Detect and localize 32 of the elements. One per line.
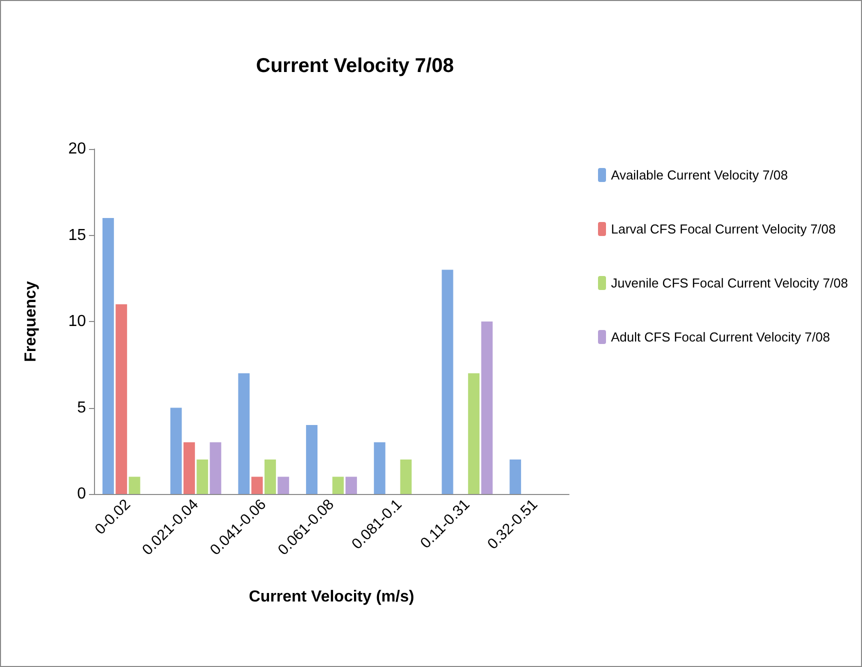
y-tick-label: 5 [77,399,86,416]
legend-label: Juvenile CFS Focal Current Velocity 7/08 [611,276,848,290]
bar [400,460,412,494]
bar [196,460,208,494]
bar [442,270,454,494]
bar [264,460,276,494]
y-tick-label: 10 [68,313,86,330]
bar [510,460,522,494]
bar [128,476,140,494]
bar [332,476,344,494]
y-tick-label: 20 [68,140,86,158]
bar [102,218,114,494]
bar [170,408,182,494]
bar [468,373,480,494]
legend-label: Available Current Velocity 7/08 [611,168,788,182]
bar [374,442,386,494]
bar [346,476,357,494]
bar [238,373,250,494]
legend-label: Adult CFS Focal Current Velocity 7/08 [611,330,830,344]
bar [306,425,318,494]
legend-label: Larval CFS Focal Current Velocity 7/08 [611,222,836,236]
x-axis-title: Current Velocity (m/s) [248,588,414,606]
y-tick-label: 15 [68,226,86,244]
bar [481,322,493,494]
bar [210,442,222,494]
chart-title: Current Velocity 7/08 [256,55,454,77]
bar [278,476,290,494]
y-axis-title: Frequency [22,280,40,362]
bar [116,304,128,494]
y-tick-label: 0 [77,486,86,502]
bar [251,476,263,494]
bar [183,442,195,494]
